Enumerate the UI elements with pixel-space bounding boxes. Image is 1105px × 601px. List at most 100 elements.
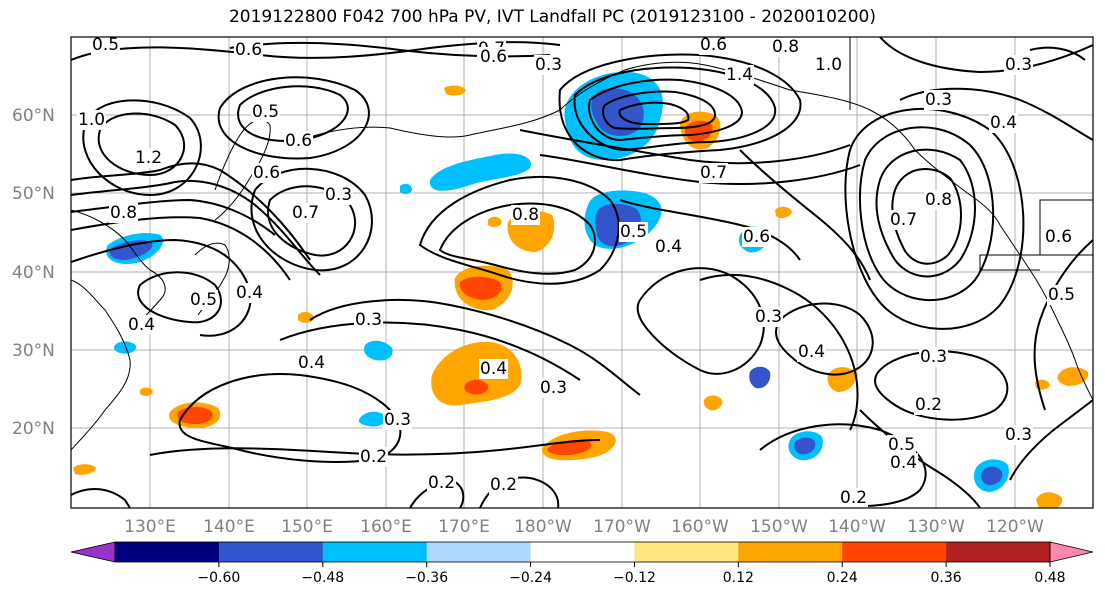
contour-label-halo	[889, 210, 919, 230]
colorbar-tick-label: −0.12	[613, 570, 656, 586]
contour-label-halo	[654, 237, 684, 257]
contour-label-halo	[354, 310, 384, 330]
contour-label: 0.6	[235, 40, 262, 60]
colorbar-tick-label: 0.24	[827, 570, 858, 586]
contour-label: 0.5	[92, 35, 119, 55]
colorbar-segment	[738, 542, 843, 562]
contour-label: 0.6	[285, 131, 312, 151]
contour-label: 0.3	[384, 410, 411, 430]
contour-label: 0.8	[772, 37, 799, 57]
colorbar-tick-label: −0.60	[197, 570, 240, 586]
contour-label: 0.4	[890, 453, 917, 473]
contour-label-halo	[699, 37, 729, 55]
contour-label: 0.4	[798, 342, 825, 362]
contour-label: 1.2	[135, 148, 162, 168]
contour-label: 1.4	[726, 65, 753, 85]
contour-label-halo	[742, 227, 772, 247]
contour-label: 0.4	[990, 113, 1017, 133]
map-frame	[70, 36, 1094, 509]
contour-label-halo	[924, 190, 954, 210]
colorbar-segment	[70, 541, 116, 563]
colorbar-segment	[1049, 541, 1094, 563]
lat-label-40n: 40°N	[12, 263, 55, 283]
colorbar-segment	[946, 542, 1051, 562]
pv-contours	[71, 37, 1093, 508]
lat-label-60n: 60°N	[12, 106, 55, 126]
contour-label: 0.6	[480, 47, 507, 67]
contour-label-halo	[427, 473, 457, 493]
lat-label-20n: 20°N	[12, 419, 55, 439]
contour-label: 0.2	[840, 488, 867, 508]
contour-label: 0.4	[128, 315, 155, 335]
contour-label-halo	[383, 410, 413, 430]
contour-label: 0.4	[298, 353, 325, 373]
lon-label: 140°E	[203, 517, 255, 537]
lon-label: 150°E	[281, 517, 333, 537]
latitude-labels: 60°N 50°N 40°N 30°N 20°N	[12, 106, 55, 439]
colorbar-segment	[634, 542, 739, 562]
contour-label: 0.2	[360, 447, 387, 467]
contour-label: 0.3	[1005, 55, 1032, 75]
lon-label: 120°W	[986, 517, 1044, 537]
lat-label-30n: 30°N	[12, 341, 55, 361]
contour-label: 0.3	[325, 185, 352, 205]
contour-label-halo	[539, 378, 569, 398]
contour-label: 0.5	[1048, 285, 1075, 305]
contour-label-halo	[1044, 227, 1074, 247]
contour-label-halo	[109, 203, 139, 223]
contour-label-halo	[914, 395, 944, 415]
contour-label: 0.5	[888, 435, 915, 455]
contour-label: 0.6	[743, 227, 770, 247]
contour-label-halo	[889, 453, 919, 473]
contour-label-halo	[235, 283, 265, 303]
contour-label-halo	[479, 47, 509, 67]
contour-label: 0.8	[512, 205, 539, 225]
lon-label: 130°W	[907, 517, 965, 537]
contour-label: 0.2	[428, 473, 455, 493]
colorbar-segment	[842, 542, 947, 562]
contour-label: 0.3	[925, 90, 952, 110]
lon-label: 180°W	[514, 517, 572, 537]
contour-label-halo	[297, 353, 327, 373]
contour-label-halo	[534, 55, 564, 75]
colorbar-tick-label: 0.36	[931, 570, 962, 586]
lon-label: 160°E	[360, 517, 412, 537]
contour-label: 0.2	[490, 475, 517, 495]
contour-label: 0.6	[1045, 227, 1072, 247]
contour-label-halo	[252, 163, 282, 183]
lon-label: 170°W	[593, 517, 651, 537]
colorbar-segment	[115, 542, 220, 562]
contour-label: 0.6	[700, 35, 727, 55]
contour-label: 0.4	[480, 359, 507, 379]
colorbar-segment	[322, 542, 428, 562]
contour-label-halo	[284, 131, 314, 151]
lon-label: 170°E	[438, 517, 490, 537]
colorbar-frame	[114, 541, 1051, 563]
contour-label-halo	[134, 148, 164, 168]
contour-label-halo	[1004, 55, 1034, 75]
contour-label-halo	[234, 40, 264, 60]
map-title: 2019122800 F042 700 hPa PV, IVT Landfall…	[228, 7, 876, 27]
contour-label: 0.5	[190, 290, 217, 310]
lon-label: 150°W	[750, 517, 808, 537]
contour-label-halo	[919, 347, 949, 367]
colorbar-segment	[218, 542, 324, 562]
contour-label: 0.3	[355, 310, 382, 330]
contour-label-halo	[1004, 425, 1034, 445]
contour-label: 0.7	[700, 163, 727, 183]
contour-label: 0.3	[535, 55, 562, 75]
contour-label: 0.7	[292, 203, 319, 223]
contour-label-halo	[924, 90, 954, 110]
contour-label-halo	[291, 203, 321, 223]
contour-label: 1.0	[815, 55, 842, 75]
colorbar-ticks: −0.60 −0.48 −0.36 −0.24 −0.12 0.12 0.24 0.36 0.4…	[197, 562, 1066, 586]
contour-label: 0.3	[1005, 425, 1032, 445]
contour-label: 0.3	[755, 307, 782, 327]
colorbar-segment	[530, 542, 635, 562]
contour-label-halo	[189, 290, 219, 310]
colorbar-tick-label: 0.12	[723, 570, 754, 586]
contour-label-halo	[754, 307, 784, 327]
contour-label-halo	[699, 163, 729, 183]
lon-label: 160°W	[671, 517, 729, 537]
